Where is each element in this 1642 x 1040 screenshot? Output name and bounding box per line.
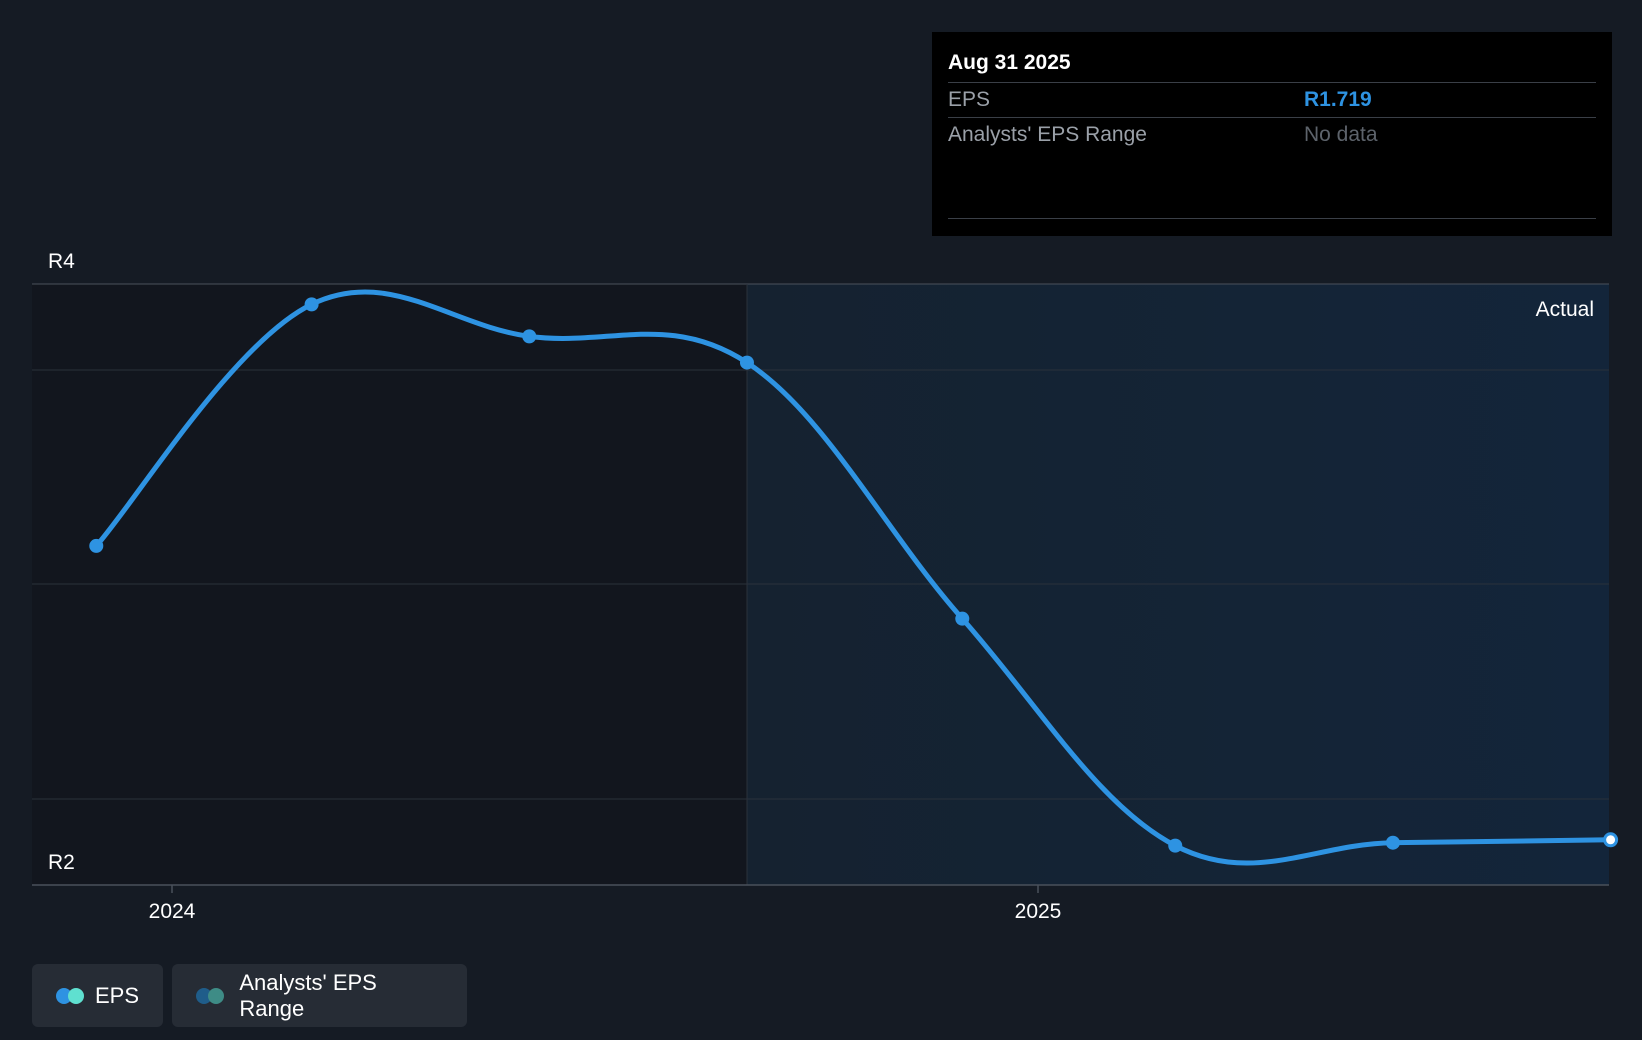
eps-data-point[interactable] xyxy=(1603,832,1619,848)
tooltip-range-value: No data xyxy=(1304,123,1378,146)
x-tick-label: 2024 xyxy=(149,900,196,923)
eps-data-point[interactable] xyxy=(1385,835,1400,850)
eps-data-point[interactable] xyxy=(1168,838,1183,853)
legend-label-analysts-range: Analysts' EPS Range xyxy=(239,969,377,1021)
tooltip-divider xyxy=(948,218,1596,219)
tooltip-eps-label: EPS xyxy=(948,88,991,111)
eps-data-point[interactable] xyxy=(89,538,104,553)
tooltip-row-eps: EPS R1.719 xyxy=(948,82,1596,117)
tooltip-eps-value: R1.719 xyxy=(1304,88,1372,111)
analysts-range-legend-icon xyxy=(196,987,224,1004)
legend-item-eps[interactable]: EPS xyxy=(32,964,163,1027)
eps-data-point[interactable] xyxy=(304,297,319,312)
y-tick-label: R2 xyxy=(48,851,75,874)
legend-dot-2 xyxy=(208,987,224,1004)
y-tick-label: R4 xyxy=(48,250,75,273)
legend-dot-2 xyxy=(68,987,84,1004)
eps-data-point[interactable] xyxy=(955,611,970,626)
eps-data-point[interactable] xyxy=(739,355,754,370)
region-label: Actual xyxy=(1536,298,1594,321)
x-tick-label: 2025 xyxy=(1015,900,1062,923)
legend-label-eps: EPS xyxy=(94,982,139,1008)
grid-lines xyxy=(32,283,1609,800)
tooltip-range-label: Analysts' EPS Range xyxy=(948,123,1147,146)
tooltip-date: Aug 31 2025 xyxy=(948,51,1071,74)
tooltip: Aug 31 2025 EPS R1.719 Analysts' EPS Ran… xyxy=(932,32,1612,236)
eps-data-point[interactable] xyxy=(522,329,537,344)
legend: EPS Analysts' EPS Range xyxy=(32,964,467,1027)
legend-item-analysts-range[interactable]: Analysts' EPS Range xyxy=(172,964,467,1027)
tooltip-row-range: Analysts' EPS Range No data xyxy=(948,117,1596,152)
eps-legend-icon xyxy=(56,987,84,1004)
